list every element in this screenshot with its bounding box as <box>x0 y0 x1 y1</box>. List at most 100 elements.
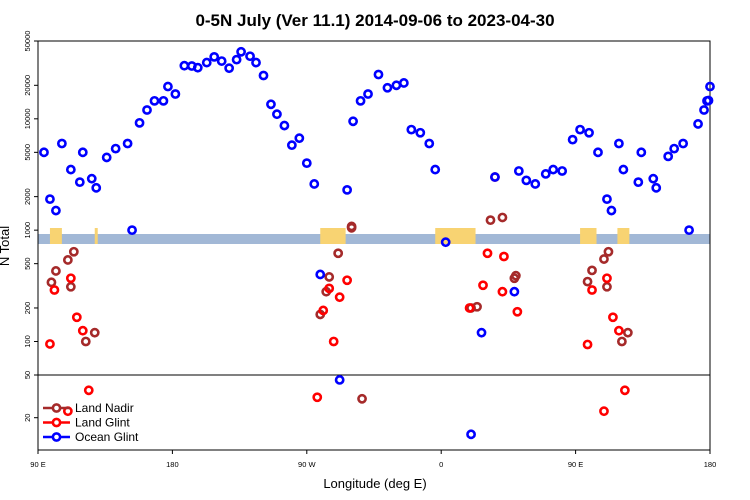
data-point <box>333 248 344 259</box>
data-point <box>39 147 49 158</box>
data-point <box>74 177 85 188</box>
data-point <box>80 336 91 347</box>
data-point <box>476 327 487 338</box>
x-tick-label: 180 <box>166 460 179 469</box>
data-point <box>286 140 297 151</box>
data-point <box>209 51 220 62</box>
data-point <box>440 237 451 248</box>
data-point <box>324 272 335 282</box>
x-tick-label: 180 <box>704 460 717 469</box>
data-point <box>373 69 384 80</box>
data-point <box>363 89 373 99</box>
data-point <box>490 172 500 182</box>
data-point <box>593 147 603 158</box>
data-point <box>65 281 76 292</box>
data-point <box>272 109 282 120</box>
data-point <box>315 269 326 280</box>
data-point <box>110 143 121 154</box>
data-point <box>510 270 521 281</box>
legend-marker <box>51 403 62 413</box>
data-point <box>602 273 612 284</box>
data-point <box>684 225 694 236</box>
data-point <box>599 406 609 417</box>
legend-marker <box>51 432 62 442</box>
data-point <box>499 251 509 262</box>
data-point <box>348 116 358 127</box>
data-point <box>83 385 94 396</box>
data-point <box>91 182 102 193</box>
y-tick-label: 5000 <box>23 144 32 161</box>
ocean-band <box>38 234 710 244</box>
land-segment <box>580 228 597 244</box>
data-point <box>582 339 593 350</box>
data-point <box>618 164 629 175</box>
data-point <box>497 286 508 297</box>
data-point <box>603 246 614 257</box>
data-point <box>587 265 597 276</box>
data-point <box>602 281 612 292</box>
data-point <box>614 138 624 149</box>
data-point <box>51 205 61 216</box>
data-point <box>540 169 551 179</box>
y-tick-label: 100 <box>23 335 32 348</box>
data-point <box>587 285 597 295</box>
data-point <box>567 134 578 145</box>
data-point <box>245 51 255 62</box>
data-point <box>616 336 627 347</box>
data-point <box>705 81 715 92</box>
data-point <box>251 57 261 68</box>
data-point <box>216 56 227 66</box>
x-axis-label: Longitude (deg E) <box>323 476 426 491</box>
data-point <box>71 312 82 323</box>
data-point <box>51 266 61 276</box>
legend-label: Land Glint <box>75 416 130 430</box>
data-point <box>334 375 345 385</box>
data-point <box>49 285 60 295</box>
data-point <box>149 95 160 106</box>
data-point <box>56 138 67 149</box>
data-point <box>430 164 441 175</box>
data-point <box>266 99 276 110</box>
data-point <box>636 147 647 158</box>
data-point <box>201 57 212 68</box>
series-ocean-glint <box>39 46 715 440</box>
data-point <box>513 166 524 176</box>
data-point <box>512 306 523 317</box>
data-point <box>669 143 680 154</box>
data-point <box>602 194 612 205</box>
data-point <box>582 276 593 287</box>
data-point <box>301 158 312 169</box>
data-point <box>342 275 353 286</box>
data-point <box>77 147 88 158</box>
data-point <box>357 393 367 404</box>
data-point <box>619 385 630 396</box>
data-point <box>45 339 55 349</box>
data-point <box>86 173 97 184</box>
data-point <box>134 117 145 128</box>
land-segment <box>49 228 62 244</box>
data-point <box>142 105 152 115</box>
data-point <box>424 138 435 149</box>
data-point <box>548 164 559 175</box>
data-point <box>122 138 133 149</box>
data-point <box>101 152 112 163</box>
data-point <box>192 62 203 73</box>
data-point <box>651 182 662 193</box>
data-point <box>346 222 357 233</box>
x-tick-label: 90 W <box>298 460 316 469</box>
data-point <box>599 254 609 264</box>
data-point <box>521 175 532 186</box>
land-ocean-mask <box>38 228 710 244</box>
y-tick-label: 50 <box>23 371 32 379</box>
data-point <box>406 124 417 135</box>
data-point <box>478 280 488 291</box>
land-segment <box>617 228 630 244</box>
data-point <box>163 81 173 92</box>
data-point <box>678 138 689 149</box>
data-point <box>608 312 618 323</box>
data-point <box>65 164 76 175</box>
y-tick-label: 20000 <box>23 75 32 96</box>
land-segment <box>94 228 98 244</box>
data-point <box>509 286 520 297</box>
